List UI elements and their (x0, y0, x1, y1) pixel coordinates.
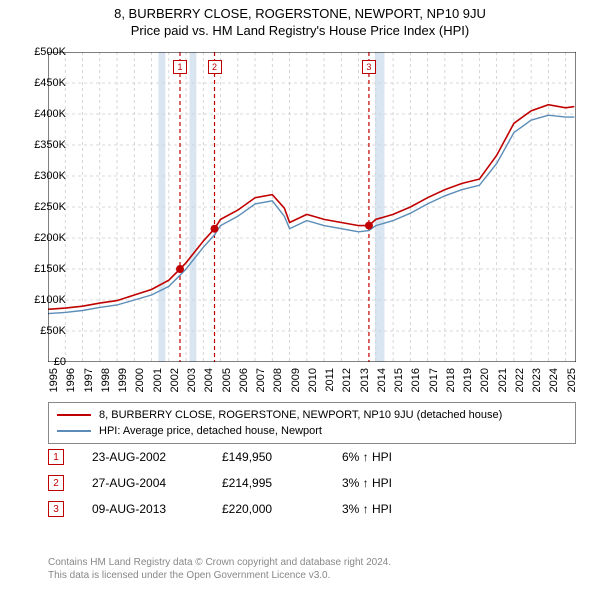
legend-swatch-hpi (57, 430, 91, 432)
x-tick-label: 2002 (169, 368, 181, 392)
x-tick-label: 1996 (65, 368, 77, 392)
x-tick-label: 2024 (548, 368, 560, 392)
x-tick-label: 2013 (359, 368, 371, 392)
y-tick-label: £350K (34, 139, 66, 151)
event-list: 1 23-AUG-2002 £149,950 6% ↑ HPI 2 27-AUG… (48, 444, 462, 522)
event-date-3: 09-AUG-2013 (92, 502, 222, 516)
x-tick-label: 2016 (410, 368, 422, 392)
event-delta-1: 6% ↑ HPI (342, 450, 462, 464)
x-tick-label: 2005 (221, 368, 233, 392)
y-tick-label: £500K (34, 46, 66, 58)
event-price-3: £220,000 (222, 502, 342, 516)
x-tick-label: 2003 (186, 368, 198, 392)
event-row-1: 1 23-AUG-2002 £149,950 6% ↑ HPI (48, 444, 462, 470)
legend-item-hpi: HPI: Average price, detached house, Newp… (57, 423, 567, 439)
event-date-2: 27-AUG-2004 (92, 476, 222, 490)
event-price-1: £149,950 (222, 450, 342, 464)
event-date-1: 23-AUG-2002 (92, 450, 222, 464)
event-marker-1: 1 (48, 449, 64, 465)
x-tick-label: 2017 (428, 368, 440, 392)
legend-item-property: 8, BURBERRY CLOSE, ROGERSTONE, NEWPORT, … (57, 407, 567, 423)
title-line2: Price paid vs. HM Land Registry's House … (10, 23, 590, 38)
chart-svg (48, 52, 576, 362)
x-tick-label: 2020 (479, 368, 491, 392)
event-price-2: £214,995 (222, 476, 342, 490)
x-tick-label: 2012 (341, 368, 353, 392)
x-tick-label: 1997 (83, 368, 95, 392)
event-delta-2: 3% ↑ HPI (342, 476, 462, 490)
x-tick-label: 2022 (514, 368, 526, 392)
chart-title-block: 8, BURBERRY CLOSE, ROGERSTONE, NEWPORT, … (0, 0, 600, 40)
y-tick-label: £450K (34, 77, 66, 89)
x-tick-label: 2025 (566, 368, 578, 392)
x-tick-label: 1995 (48, 368, 60, 392)
legend-swatch-property (57, 414, 91, 416)
x-tick-label: 2008 (272, 368, 284, 392)
x-tick-label: 2019 (462, 368, 474, 392)
x-tick-label: 1998 (100, 368, 112, 392)
x-tick-label: 2004 (203, 368, 215, 392)
event-marker-flag: 3 (362, 60, 376, 74)
y-tick-label: £150K (34, 263, 66, 275)
y-tick-label: £0 (54, 356, 66, 368)
x-tick-label: 2011 (324, 368, 336, 392)
x-tick-label: 2015 (393, 368, 405, 392)
x-tick-label: 1999 (117, 368, 129, 392)
footer-line1: Contains HM Land Registry data © Crown c… (48, 556, 391, 569)
footer-attribution: Contains HM Land Registry data © Crown c… (48, 556, 391, 582)
y-tick-label: £250K (34, 201, 66, 213)
event-delta-3: 3% ↑ HPI (342, 502, 462, 516)
x-tick-label: 2009 (290, 368, 302, 392)
y-tick-label: £300K (34, 170, 66, 182)
event-marker-3: 3 (48, 501, 64, 517)
legend-label-property: 8, BURBERRY CLOSE, ROGERSTONE, NEWPORT, … (99, 409, 502, 421)
x-tick-label: 2021 (497, 368, 509, 392)
chart-area (48, 52, 576, 362)
x-tick-label: 2023 (531, 368, 543, 392)
y-tick-label: £400K (34, 108, 66, 120)
x-tick-label: 2014 (376, 368, 388, 392)
legend: 8, BURBERRY CLOSE, ROGERSTONE, NEWPORT, … (48, 402, 576, 444)
x-tick-label: 2006 (238, 368, 250, 392)
y-tick-label: £200K (34, 232, 66, 244)
x-tick-label: 2018 (445, 368, 457, 392)
y-tick-label: £50K (40, 325, 66, 337)
event-marker-2: 2 (48, 475, 64, 491)
event-row-3: 3 09-AUG-2013 £220,000 3% ↑ HPI (48, 496, 462, 522)
x-tick-label: 2001 (152, 368, 164, 392)
x-tick-label: 2007 (255, 368, 267, 392)
x-tick-label: 2010 (307, 368, 319, 392)
event-marker-flag: 2 (208, 60, 222, 74)
legend-label-hpi: HPI: Average price, detached house, Newp… (99, 425, 322, 437)
event-marker-flag: 1 (173, 60, 187, 74)
x-tick-label: 2000 (134, 368, 146, 392)
footer-line2: This data is licensed under the Open Gov… (48, 569, 391, 582)
y-tick-label: £100K (34, 294, 66, 306)
title-line1: 8, BURBERRY CLOSE, ROGERSTONE, NEWPORT, … (10, 6, 590, 21)
event-row-2: 2 27-AUG-2004 £214,995 3% ↑ HPI (48, 470, 462, 496)
